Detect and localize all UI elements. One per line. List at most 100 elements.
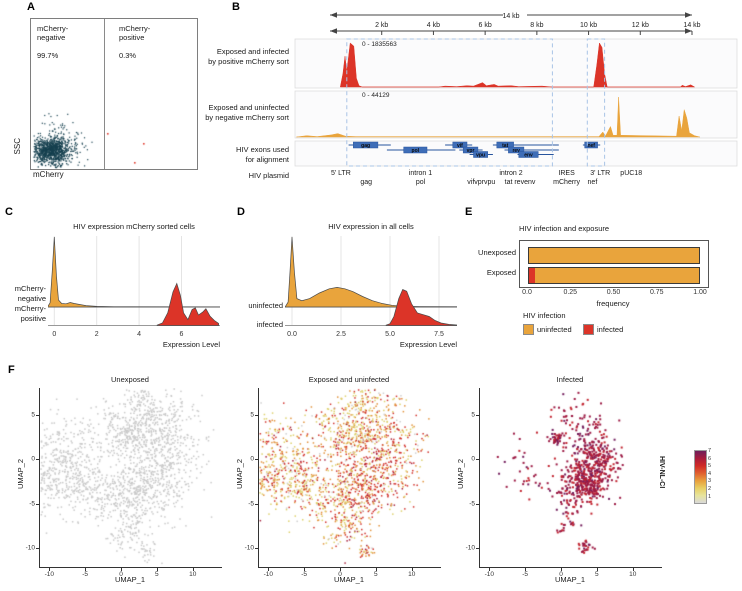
legend-label-infected: infected bbox=[597, 325, 624, 334]
exon-label-vif: vif bbox=[457, 143, 463, 149]
svg-text:intron 1: intron 1 bbox=[409, 170, 432, 177]
ridge-d-plot bbox=[284, 234, 467, 334]
umap-x-tick-label: 0 bbox=[559, 571, 563, 578]
umap-x-tick-label: 5 bbox=[374, 571, 378, 578]
umap-x-tick-label: 0 bbox=[338, 571, 342, 578]
colorbar-tick-label: 5 bbox=[708, 463, 712, 470]
svg-text:pUC18: pUC18 bbox=[620, 170, 642, 177]
track-background bbox=[294, 90, 738, 139]
ridge-c-x-axis-label: Expression Level bbox=[162, 340, 220, 349]
umap-y-tick-label: 5 bbox=[250, 411, 254, 419]
umap-x-tick-label: 10 bbox=[408, 571, 416, 578]
umap-x-tick-label: -10 bbox=[263, 571, 274, 578]
flow-x-axis-label: mCherry bbox=[33, 170, 64, 179]
gate-positive-percent: 0.3% bbox=[119, 51, 137, 60]
exon-label-vpr: vpr bbox=[467, 148, 475, 154]
gate-negative-percent: 99.7% bbox=[37, 51, 59, 60]
ridge-x-tick-label: 2.5 bbox=[336, 331, 346, 338]
plasmid-annotations: 5' LTR intron 1 intron 2 IRES 3' LTR pUC18 gag… bbox=[331, 170, 642, 186]
exon-box-vpu bbox=[473, 151, 488, 158]
ridge-d-x-axis-label: Expression Level bbox=[399, 340, 457, 349]
svg-text:IRES: IRES bbox=[558, 170, 575, 177]
panel-d-label: D bbox=[237, 206, 245, 218]
svg-text:gag: gag bbox=[360, 179, 372, 186]
umap-plot-unexposed: -10 -5 0 5 10 5 0 -5 -10 bbox=[26, 388, 222, 578]
umap-y-tick-label: -5 bbox=[469, 500, 475, 508]
track-2-label: Exposed and uninfected by negative mCher… bbox=[205, 103, 289, 122]
colorbar-tick-label: 6 bbox=[708, 455, 712, 462]
umap-y-tick bbox=[255, 503, 258, 505]
umap-canvas-infected bbox=[480, 388, 662, 567]
ridge-x-tick-label: 0 bbox=[52, 331, 57, 338]
ridge-x-tick-label: 5.0 bbox=[385, 331, 395, 338]
colorbar-tick-label: 4 bbox=[708, 470, 712, 477]
bar-exposed bbox=[528, 267, 701, 284]
umap-y-tick-label: -10 bbox=[25, 544, 35, 552]
gate-positive-label: mCherry- positive bbox=[119, 24, 151, 42]
umap-x-tick-label: -10 bbox=[44, 571, 55, 578]
panel-e-label: E bbox=[465, 206, 473, 218]
svg-text:3' LTR: 3' LTR bbox=[590, 170, 610, 177]
umap-y-tick bbox=[36, 548, 39, 550]
bar-x-tick-label: 0.25 bbox=[563, 289, 578, 296]
exon-box-vif bbox=[452, 141, 468, 149]
umap-x-tick-label: 10 bbox=[189, 571, 197, 578]
colorbar-tick-label: 3 bbox=[708, 478, 712, 485]
coverage-path bbox=[296, 97, 700, 138]
bar-x-tick-label: 0.0 bbox=[522, 289, 532, 296]
plasmid-track-label: HIV plasmid bbox=[248, 171, 289, 180]
ridge-d-row2-label: infected bbox=[256, 320, 283, 329]
exon-box-pol bbox=[403, 146, 428, 154]
colorbar-tick-label: 1 bbox=[708, 493, 712, 500]
umap-y-tick bbox=[36, 503, 39, 505]
ruler-tick-label: 4 kb bbox=[427, 22, 440, 29]
umap-x-tick bbox=[85, 568, 87, 571]
colorbar-tick-label: 7 bbox=[708, 448, 712, 454]
svg-text:vifvprvpu: vifvprvpu bbox=[467, 179, 495, 186]
ruler-tick-label: 2 kb bbox=[375, 22, 388, 29]
bar-segment-uninfected bbox=[535, 268, 700, 283]
ridge-density bbox=[385, 289, 467, 326]
panel-b-label: B bbox=[232, 1, 240, 13]
ruler-tick-label: 10 kb bbox=[580, 22, 597, 29]
ruler-scale: 2 kb 4 kb 6 kb 8 kb 10 kb 12 kb 14 kb bbox=[330, 22, 701, 35]
bar-plot-area bbox=[519, 240, 709, 288]
exon-box-tat bbox=[496, 141, 514, 149]
exon-label-rev: rev bbox=[512, 148, 520, 154]
highlight-region bbox=[586, 38, 606, 167]
umap-y-tick bbox=[255, 414, 258, 416]
flow-cytometry-plot: mCherry- negative 99.7% mCherry- positiv… bbox=[30, 18, 198, 170]
bar-x-tick-label: 0.75 bbox=[649, 289, 664, 296]
bar-x-tick-label: 0.50 bbox=[606, 289, 621, 296]
umap-x-tick bbox=[121, 568, 123, 571]
legend-swatch-infected bbox=[583, 324, 594, 335]
svg-text:nef: nef bbox=[588, 179, 598, 186]
umap-x-tick bbox=[192, 568, 194, 571]
ridge-c-row1-label: mCherry- negative bbox=[14, 284, 46, 303]
umap-y-tick-label: -5 bbox=[29, 500, 35, 508]
umap-x-tick bbox=[340, 568, 342, 571]
ridge-c-row2-label: mCherry- positive bbox=[14, 304, 46, 323]
track-1-label: Exposed and infected by positive mCherry… bbox=[208, 47, 289, 66]
coverage-path bbox=[339, 42, 696, 88]
ruler-tick-label: 8 kb bbox=[530, 22, 543, 29]
exon-label-vpu: vpu bbox=[476, 153, 485, 159]
exon-box-nef bbox=[584, 141, 598, 149]
panel-c-label: C bbox=[5, 206, 13, 218]
umap-2-title: Exposed and uninfected bbox=[308, 375, 390, 384]
umap-y-tick-label: 0 bbox=[471, 455, 475, 463]
panel-a-label: A bbox=[27, 1, 35, 13]
umap-x-tick-label: -10 bbox=[484, 571, 495, 578]
umap-1-x-axis-label: UMAP_1 bbox=[114, 575, 145, 584]
highlight-region bbox=[346, 38, 553, 167]
umap-y-tick-label: 0 bbox=[250, 455, 254, 463]
umap-x-tick bbox=[489, 568, 491, 571]
track-background bbox=[294, 38, 738, 89]
flow-y-axis-label: SSC bbox=[13, 138, 22, 155]
umap-y-tick bbox=[476, 503, 479, 505]
umap-canvas-exposed-uninfected bbox=[259, 388, 441, 567]
umap-x-tick bbox=[268, 568, 270, 571]
exon-box-env bbox=[518, 151, 539, 158]
umap-x-tick-label: 10 bbox=[629, 571, 637, 578]
